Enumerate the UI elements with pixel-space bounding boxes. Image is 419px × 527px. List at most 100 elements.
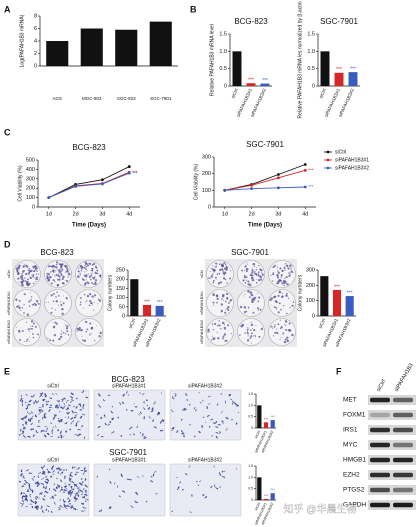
cell	[70, 401, 73, 403]
cell	[176, 476, 178, 479]
colony	[284, 280, 287, 284]
colony	[54, 270, 56, 272]
colony	[290, 268, 292, 270]
cell	[174, 394, 177, 397]
cell	[67, 483, 71, 486]
colony	[91, 267, 94, 270]
colony	[62, 295, 64, 297]
colony	[215, 265, 217, 268]
series-line	[224, 186, 306, 191]
colony	[90, 302, 93, 305]
cell	[61, 471, 64, 474]
colony	[211, 335, 213, 337]
colony	[23, 293, 26, 296]
cell	[181, 432, 185, 435]
colony	[32, 303, 35, 306]
cell	[57, 405, 60, 409]
chart-title: BCG-823	[234, 17, 268, 26]
colony	[227, 308, 230, 311]
cell	[58, 506, 61, 509]
colony	[250, 342, 253, 344]
cell	[63, 503, 66, 507]
bar	[80, 28, 103, 66]
colony	[62, 331, 65, 334]
cell	[150, 480, 154, 483]
colony	[90, 281, 93, 284]
cell	[34, 414, 38, 418]
cell	[183, 434, 185, 438]
band	[393, 472, 413, 478]
colony	[52, 339, 55, 342]
cell	[70, 489, 73, 492]
cell	[43, 412, 47, 415]
colony	[96, 325, 98, 326]
colony	[246, 329, 249, 331]
colony	[216, 273, 219, 275]
point	[277, 173, 280, 176]
cell	[210, 418, 214, 421]
colony	[58, 269, 61, 272]
y-tick-label: 0	[251, 498, 253, 502]
colony	[276, 328, 278, 330]
bar	[246, 83, 256, 86]
cell	[36, 483, 40, 485]
chart-title: BCG-823	[72, 143, 106, 152]
colony	[224, 278, 227, 281]
colony	[226, 307, 228, 310]
colony	[17, 271, 19, 274]
colony	[18, 264, 21, 267]
row-label: siCtrl	[7, 270, 11, 278]
colony	[226, 340, 228, 342]
colony	[61, 270, 63, 272]
cell	[33, 394, 35, 397]
point	[250, 183, 253, 187]
colony	[89, 322, 92, 325]
cell	[57, 484, 59, 487]
colony	[66, 325, 69, 328]
colony	[55, 299, 59, 303]
y-axis-label: Cell Viability (%)	[17, 165, 23, 202]
colony	[270, 325, 273, 328]
cell	[153, 426, 157, 429]
colony	[217, 282, 220, 285]
blot-row: MET	[343, 397, 357, 404]
colony	[251, 278, 255, 282]
cell	[68, 476, 70, 479]
colony	[60, 301, 62, 303]
colony	[278, 290, 281, 293]
cell	[74, 484, 77, 486]
cell	[44, 490, 46, 493]
band	[393, 502, 413, 508]
cell	[34, 501, 38, 505]
colony	[211, 323, 214, 325]
colony	[246, 262, 248, 264]
colony	[288, 322, 291, 325]
cell	[63, 397, 66, 400]
cell	[184, 408, 187, 411]
cell	[39, 492, 43, 495]
colony	[212, 329, 215, 331]
colony	[213, 292, 215, 295]
cell	[37, 483, 40, 486]
cell	[84, 510, 86, 512]
colony	[215, 294, 219, 297]
colony	[261, 272, 263, 274]
colony	[90, 332, 92, 335]
cell	[71, 410, 74, 414]
cell	[86, 495, 88, 497]
colony	[284, 338, 287, 341]
blot-row: FOXM1	[343, 412, 366, 419]
x-tick-label: siPAFAH1B3#2	[249, 87, 267, 117]
colony	[84, 282, 87, 284]
cell	[55, 425, 57, 428]
colony	[86, 328, 89, 331]
colony	[274, 331, 277, 334]
colony	[261, 273, 265, 276]
cell	[76, 491, 79, 494]
colony	[242, 279, 245, 282]
cell	[72, 406, 75, 408]
colony	[53, 279, 55, 281]
colony	[225, 266, 229, 269]
cell	[72, 488, 75, 491]
